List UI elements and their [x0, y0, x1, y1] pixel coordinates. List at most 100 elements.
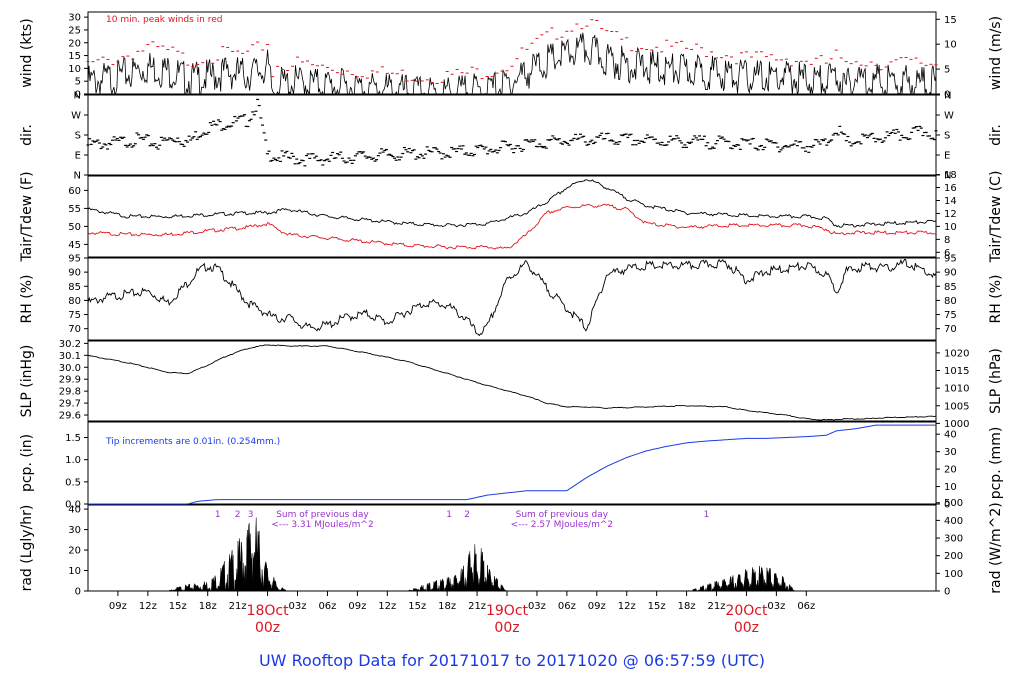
slp-right-tick-label: 1005 [944, 401, 969, 412]
slp-right-tick-label: 1010 [944, 384, 969, 395]
rh-ylabel-left: RH (%) [19, 275, 35, 324]
rad-day-2-area [407, 544, 508, 592]
wind-speed-series [87, 32, 937, 96]
x-tick-label: 15z [648, 601, 666, 612]
x-tick-label: 03z [289, 601, 307, 612]
wind-left-tick-label: 0 [75, 90, 81, 101]
rad-left-tick-label: 20 [68, 546, 81, 557]
rad-tip-label: 1 [446, 510, 452, 520]
dir-left-tick-label: W [71, 111, 81, 122]
dir-ylabel-right: dir. [988, 124, 1004, 146]
pcp-right-tick-label: 0 [944, 500, 950, 511]
wind-ylabel-left: wind (kts) [19, 18, 35, 87]
x-tick-label: 09z [588, 601, 606, 612]
slp-right-tick-label: 1020 [944, 348, 969, 359]
rad-day-3-area [686, 565, 797, 592]
rh-right-tick-label: 70 [944, 324, 957, 335]
slp-left-tick-label: 30.2 [59, 339, 81, 350]
wind-right-tick-label: 0 [944, 90, 950, 101]
precip-series [88, 424, 936, 505]
rad-tip-label: 2 [464, 510, 470, 520]
wind-right-tick-label: 10 [944, 40, 957, 51]
x-day-label: 19Oct [486, 603, 529, 619]
rh-right-tick-label: 95 [944, 254, 957, 265]
dir-left-tick-label: S [75, 131, 81, 142]
rh-frame [87, 257, 937, 341]
temp-frame [87, 175, 937, 258]
temp-right-tick-label: 14 [944, 196, 957, 207]
rh-ylabel-right: RH (%) [988, 275, 1004, 324]
rad-sum-label-1: Sum of previous day [276, 510, 369, 520]
rh-left-tick-label: 90 [68, 268, 81, 279]
x-day-sublabel: 00z [494, 620, 519, 636]
wind-left-tick-label: 30 [68, 13, 81, 24]
temp-right-tick-label: 10 [944, 222, 957, 233]
rad-right-tick-label: 500 [944, 498, 963, 509]
pcp-right-tick-label: 10 [944, 482, 957, 493]
wind-left-tick-label: 15 [68, 51, 81, 62]
pcp-left-tick-label: 0.0 [65, 500, 81, 511]
x-tick-label: 18z [199, 601, 217, 612]
rh-right-tick-label: 75 [944, 310, 957, 321]
dir-right-tick-label: W [944, 111, 954, 122]
dir-left-tick-label: E [75, 151, 81, 162]
rh-left-tick-label: 75 [68, 310, 81, 321]
rad-frame [87, 504, 937, 592]
slp-series [87, 344, 937, 421]
temp-left-tick-label: 60 [68, 186, 81, 197]
x-tick-label: 15z [169, 601, 187, 612]
rad-sum-label-2: Sum of previous day [516, 510, 609, 520]
rh-left-tick-label: 85 [68, 282, 81, 293]
temp-right-tick-label: 12 [944, 209, 957, 220]
wind-right-tick-label: 5 [944, 65, 950, 76]
rh-right-tick-label: 85 [944, 282, 957, 293]
slp-left-tick-label: 30.0 [59, 363, 81, 374]
temp-right-tick-label: 18 [944, 170, 957, 181]
rad-sum-value-1: <--- 3.31 MJoules/m^2 [271, 520, 373, 530]
x-tick-label: 06z [318, 601, 336, 612]
x-tick-label: 15z [408, 601, 426, 612]
x-tick-label: 06z [558, 601, 576, 612]
rad-tip-label: 2 [235, 510, 241, 520]
rad-tip-label: 1 [704, 510, 710, 520]
rad-ylabel-left: rad (Lgly/hr) [19, 505, 35, 592]
x-day-label: 18Oct [247, 603, 290, 619]
x-day-label: 20Oct [725, 603, 768, 619]
x-tick-label: 21z [468, 601, 486, 612]
air-temperature-series [87, 179, 937, 228]
pcp-ylabel-right: pcp. (mm) [988, 427, 1004, 500]
rad-tip-label: 1 [215, 510, 221, 520]
slp-ylabel-right: SLP (hPa) [988, 348, 1004, 414]
temp-ylabel-right: Tair/Tdew (C) [988, 171, 1004, 264]
temp-right-tick-label: 8 [944, 235, 950, 246]
slp-right-tick-label: 1015 [944, 366, 969, 377]
rad-right-tick-label: 200 [944, 551, 963, 562]
rad-left-tick-label: 10 [68, 566, 81, 577]
dir-left-tick-label: N [74, 91, 81, 102]
pcp-frame [87, 421, 937, 505]
pcp-left-tick-label: 1.5 [65, 433, 81, 444]
rad-left-tick-label: 0 [75, 587, 81, 598]
pcp-right-tick-label: 20 [944, 465, 957, 476]
rad-ylabel-right: rad (W/m^2) [988, 502, 1004, 593]
dir-right-tick-label: E [944, 151, 950, 162]
rad-right-tick-label: 400 [944, 516, 963, 527]
temp-left-tick-label: 55 [68, 204, 81, 215]
temp-left-tick-label: 50 [68, 222, 81, 233]
slp-left-tick-label: 29.9 [59, 375, 81, 386]
x-tick-label: 09z [109, 601, 127, 612]
x-tick-label: 03z [528, 601, 546, 612]
x-tick-label: 09z [348, 601, 366, 612]
rh-left-tick-label: 95 [68, 254, 81, 265]
rh-right-tick-label: 90 [944, 268, 957, 279]
wind-left-tick-label: 20 [68, 38, 81, 49]
rad-right-tick-label: 100 [944, 569, 963, 580]
rad-right-tick-label: 0 [944, 587, 950, 598]
x-tick-label: 12z [618, 601, 636, 612]
pcp-left-tick-label: 0.5 [65, 477, 81, 488]
pcp-annotation: Tip increments are 0.01in. (0.254mm.) [105, 437, 280, 447]
x-day-sublabel: 00z [255, 620, 280, 636]
dir-right-tick-label: N [944, 91, 951, 102]
slp-left-tick-label: 29.6 [59, 411, 81, 422]
